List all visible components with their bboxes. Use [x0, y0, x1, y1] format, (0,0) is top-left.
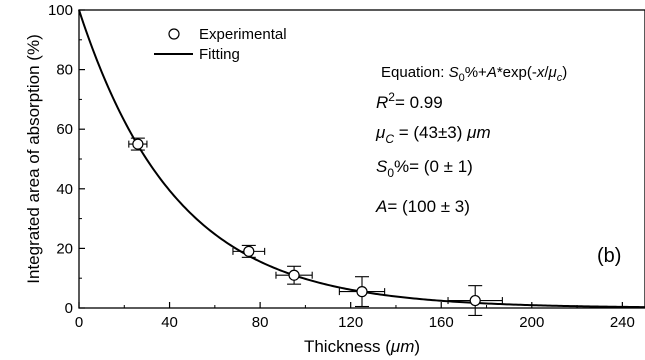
data-point-3	[275, 265, 313, 285]
x-tick-label-40: 40	[161, 314, 178, 331]
legend-label-fitting: Fitting	[199, 46, 240, 63]
y-axis-label: Integrated area of absorption (%)	[24, 34, 43, 283]
panel-label: (b)	[597, 245, 621, 267]
point-marker	[469, 294, 481, 307]
data-points-group	[128, 137, 503, 317]
point-marker	[132, 138, 144, 150]
legend-label-experimental: Experimental	[199, 26, 287, 43]
y-tick-label-80: 80	[56, 62, 73, 79]
s0-text: S0%= (0 ± 1)	[376, 157, 473, 180]
x-tick-label-160: 160	[429, 314, 454, 331]
fit-annotations: Equation: S0%+A*exp(-x/μc) R2= 0.99 μC =…	[375, 64, 567, 216]
y-tick-label-40: 40	[56, 181, 73, 198]
x-tick-label-0: 0	[75, 314, 83, 331]
x-tick-label-200: 200	[519, 314, 544, 331]
point-marker	[288, 269, 300, 281]
r-squared-text: R2= 0.99	[376, 90, 443, 112]
y-tick-label-20: 20	[56, 240, 73, 257]
x-axis-label: Thickness (μm)	[304, 337, 420, 356]
legend: Experimental Fitting	[154, 26, 287, 63]
data-point-2	[232, 244, 266, 258]
y-tick-label-0: 0	[65, 300, 73, 317]
x-tick-label-240: 240	[610, 314, 635, 331]
point-marker	[356, 286, 368, 298]
legend-marker-experimental	[168, 28, 180, 40]
a-text: A= (100 ± 3)	[375, 197, 470, 216]
x-tick-label-80: 80	[252, 314, 269, 331]
data-point-5	[447, 285, 503, 317]
x-tick-label-120: 120	[338, 314, 363, 331]
data-point-4	[338, 276, 386, 308]
axis-ticks: 0 40 80 120 160 200 240 0 20 40 60 80 100	[48, 2, 635, 331]
y-tick-label-60: 60	[56, 121, 73, 138]
data-point-1	[128, 137, 148, 151]
plot-frame	[78, 9, 645, 309]
point-marker	[243, 245, 255, 257]
mu-c-text: μC = (43±3) μm	[375, 123, 491, 146]
y-tick-label-100: 100	[48, 2, 73, 19]
equation-text: Equation: S0%+A*exp(-x/μc)	[381, 64, 567, 84]
